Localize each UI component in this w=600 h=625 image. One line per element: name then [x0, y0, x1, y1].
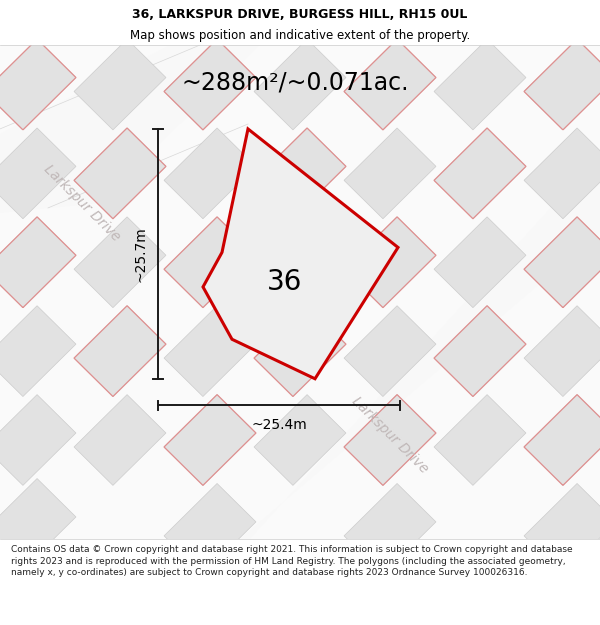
Polygon shape — [434, 394, 526, 486]
Text: ~25.4m: ~25.4m — [251, 418, 307, 432]
Polygon shape — [344, 128, 436, 219]
Polygon shape — [524, 484, 600, 574]
Polygon shape — [203, 129, 398, 379]
Text: Larkspur Drive: Larkspur Drive — [41, 162, 123, 244]
Polygon shape — [344, 39, 436, 130]
Polygon shape — [0, 217, 76, 308]
Polygon shape — [524, 39, 600, 130]
Polygon shape — [254, 394, 346, 486]
Polygon shape — [74, 128, 166, 219]
Polygon shape — [344, 217, 436, 308]
Text: 36: 36 — [267, 268, 302, 296]
Polygon shape — [74, 394, 166, 486]
Polygon shape — [0, 479, 76, 569]
Polygon shape — [434, 306, 526, 396]
Polygon shape — [164, 128, 256, 219]
Polygon shape — [164, 484, 256, 574]
Polygon shape — [74, 306, 166, 396]
Polygon shape — [524, 306, 600, 396]
Text: Contains OS data © Crown copyright and database right 2021. This information is : Contains OS data © Crown copyright and d… — [11, 545, 572, 578]
Polygon shape — [254, 217, 346, 308]
Polygon shape — [164, 394, 256, 486]
Polygon shape — [524, 128, 600, 219]
Polygon shape — [434, 217, 526, 308]
Text: Larkspur Drive: Larkspur Drive — [349, 394, 431, 476]
Text: ~25.7m: ~25.7m — [133, 226, 147, 282]
Polygon shape — [0, 39, 76, 130]
Polygon shape — [0, 128, 76, 219]
Polygon shape — [0, 45, 260, 213]
Polygon shape — [524, 217, 600, 308]
Polygon shape — [140, 154, 600, 539]
Text: Map shows position and indicative extent of the property.: Map shows position and indicative extent… — [130, 29, 470, 42]
Polygon shape — [344, 484, 436, 574]
Polygon shape — [524, 394, 600, 486]
Text: ~288m²/~0.071ac.: ~288m²/~0.071ac. — [181, 71, 409, 94]
Polygon shape — [74, 39, 166, 130]
Polygon shape — [164, 306, 256, 396]
Polygon shape — [74, 217, 166, 308]
Text: 36, LARKSPUR DRIVE, BURGESS HILL, RH15 0UL: 36, LARKSPUR DRIVE, BURGESS HILL, RH15 0… — [133, 8, 467, 21]
Polygon shape — [434, 128, 526, 219]
Polygon shape — [344, 306, 436, 396]
Polygon shape — [254, 128, 346, 219]
Polygon shape — [164, 39, 256, 130]
Polygon shape — [0, 394, 76, 486]
Polygon shape — [254, 39, 346, 130]
Polygon shape — [254, 306, 346, 396]
Polygon shape — [0, 306, 76, 396]
Polygon shape — [344, 394, 436, 486]
Polygon shape — [434, 39, 526, 130]
Polygon shape — [164, 217, 256, 308]
